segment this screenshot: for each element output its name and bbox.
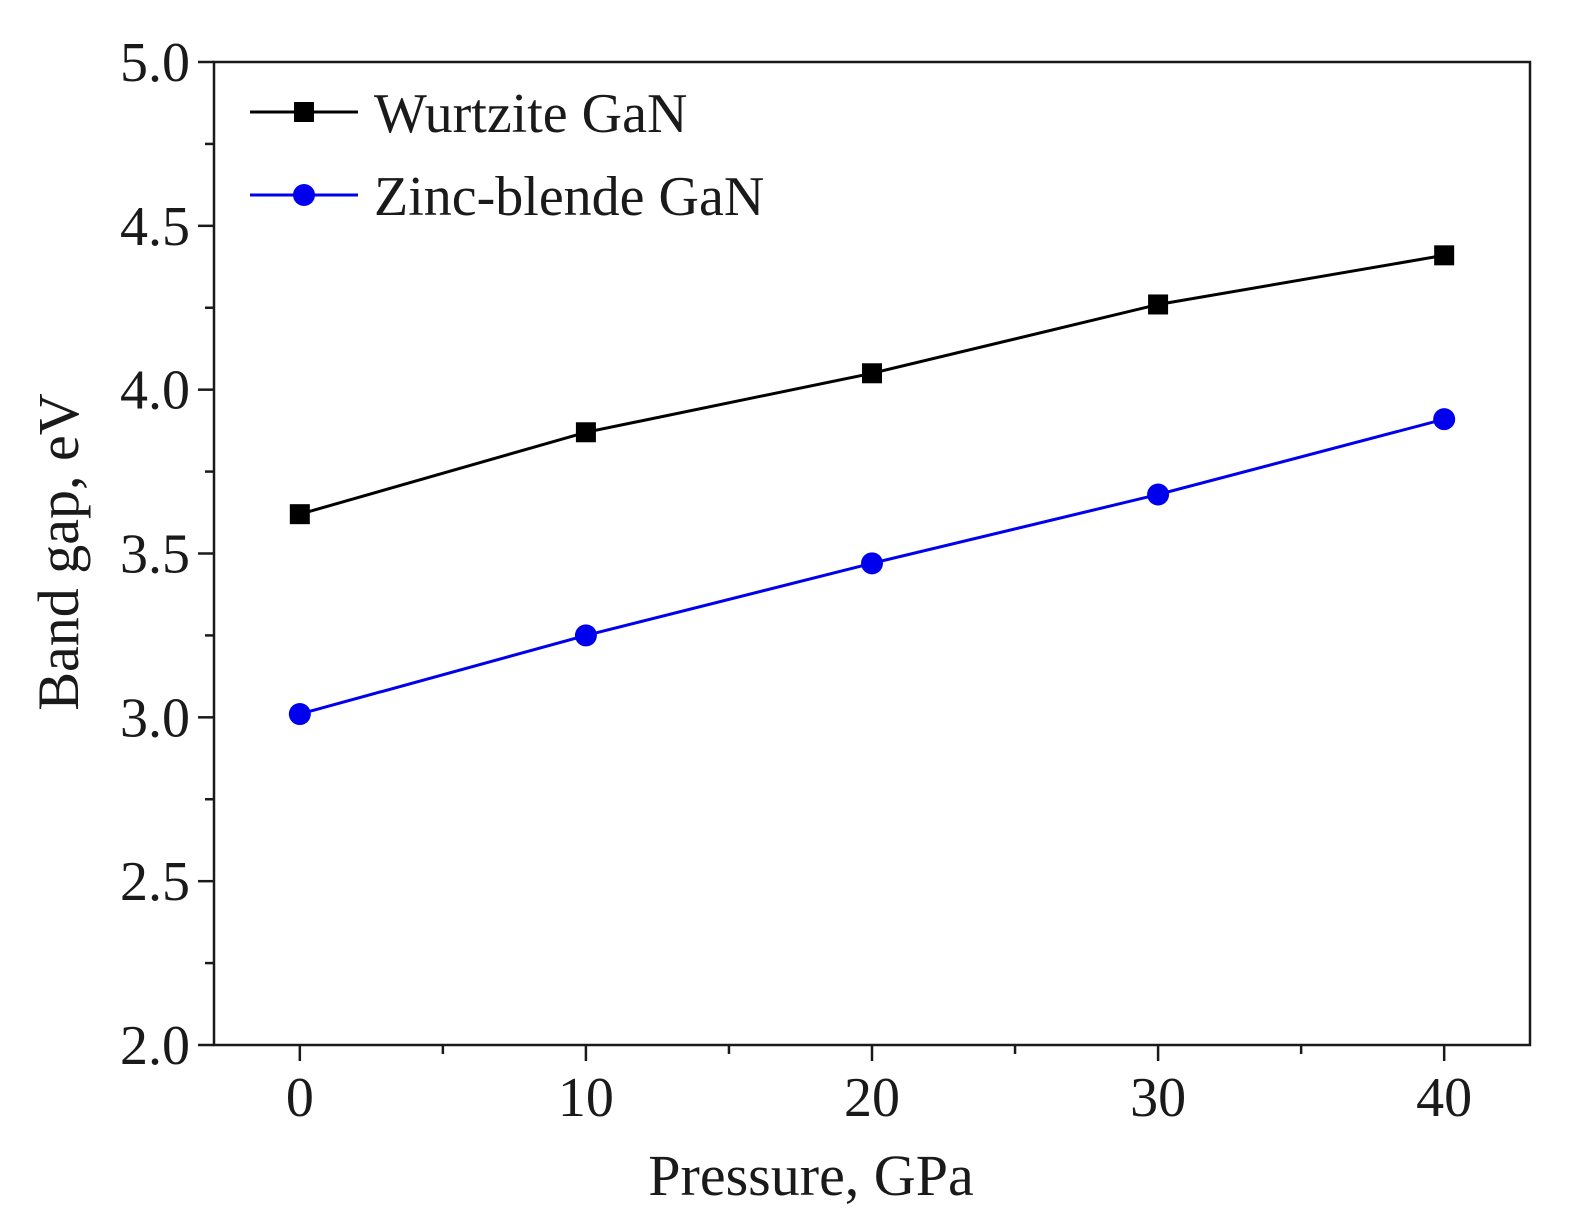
wurtzite-point	[575, 422, 596, 443]
wurtzite-point	[1148, 294, 1169, 315]
y-tick-label: 2.5	[120, 851, 190, 913]
series-layer	[288, 245, 1456, 726]
legend-zinc-blende-marker	[293, 184, 315, 206]
zinc-blende-point	[574, 624, 597, 647]
wurtzite-series	[289, 245, 1455, 525]
zinc-blende-point	[1433, 408, 1456, 431]
x-axis-title: Pressure, GPa	[648, 1143, 973, 1208]
wurtzite-line	[299, 253, 1445, 516]
legend: Wurtzite GaN Zinc-blende GaN	[250, 83, 764, 228]
zinc-blende-point	[861, 552, 883, 575]
y-axis-title: Band gap, eV	[26, 393, 91, 710]
y-tick-label: 5.0	[120, 32, 190, 94]
x-tick-label: 20	[844, 1067, 900, 1129]
legend-zinc-blende-label: Zinc-blende GaN	[374, 166, 764, 228]
legend-wurtzite-marker	[294, 102, 314, 122]
zinc-blende-point	[1147, 483, 1170, 506]
x-tick-label: 30	[1130, 1067, 1186, 1129]
zinc-blende-series	[288, 408, 1456, 726]
wurtzite-point	[1434, 245, 1455, 266]
x-tick-label: 10	[558, 1067, 614, 1129]
wurtzite-point	[289, 504, 310, 525]
legend-wurtzite-label: Wurtzite GaN	[374, 83, 687, 145]
y-tick-label: 3.5	[120, 524, 190, 586]
y-tick-label: 4.5	[120, 196, 190, 258]
y-tick-label: 4.0	[120, 360, 190, 422]
y-tick-label: 2.0	[120, 1015, 190, 1077]
x-tick-label: 0	[286, 1067, 314, 1129]
y-tick-label: 3.0	[120, 687, 190, 749]
x-tick-label: 40	[1416, 1067, 1472, 1129]
wurtzite-point	[862, 363, 882, 384]
zinc-blende-point	[288, 703, 311, 726]
axes: 0 10 20 30 40 2.0 2.5 3.0 3.5 4.0 4.5 5.0	[120, 32, 1532, 1129]
